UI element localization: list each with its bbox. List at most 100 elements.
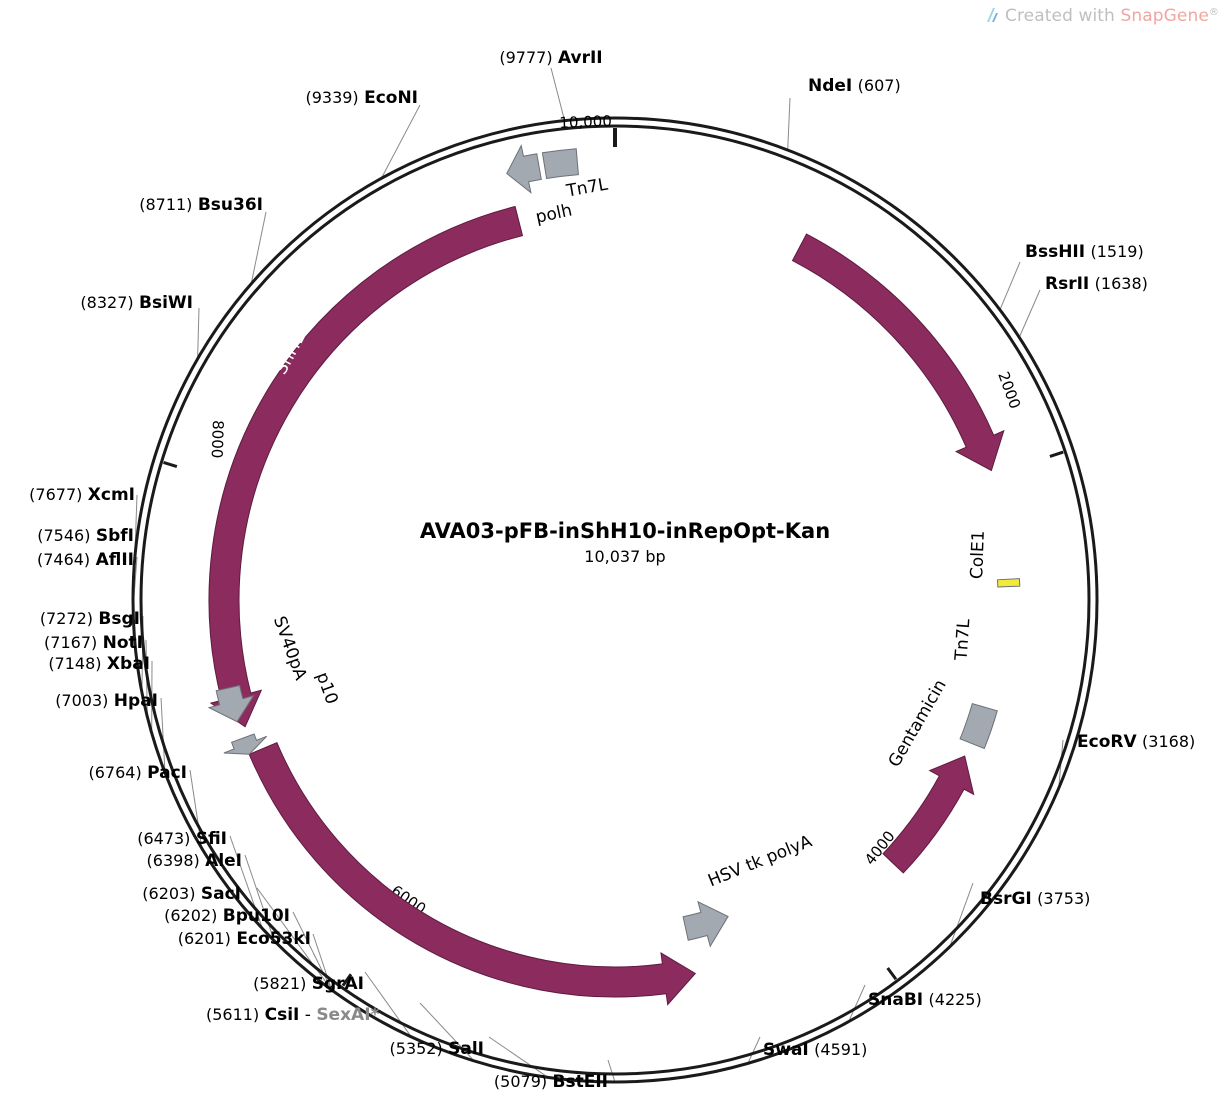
site-name: SfiI [196,829,227,849]
site-position: (4591) [814,1040,867,1059]
site-name: SnaBI [868,990,923,1010]
site-name: SbfI [96,526,134,546]
restriction-site-bsshii: BssHII (1519) [1025,242,1144,262]
site-position: (9339) [305,88,358,107]
site-name: EcoRV [1077,732,1137,752]
site-position: (7167) [44,633,97,652]
site-name: CsiI [265,1005,300,1025]
plasmid-length: 10,037 bp [584,547,665,566]
watermark-prefix: Created with [1004,6,1121,26]
restriction-site-ecorv: EcoRV (3168) [1077,732,1195,752]
site-position: (8711) [139,195,192,214]
feature-p10 [223,733,268,755]
restriction-site-alei: (6398) AleI [147,851,242,871]
site-position: (6201) [178,929,231,948]
feature-label: p10 [312,670,342,707]
feature-label: Tn7L [564,175,610,202]
site-leader [999,261,1021,311]
restriction-site-hpai: (7003) HpaI [55,691,158,711]
feature-shh10-cap [208,205,524,728]
restriction-site-sfii: (6473) SfiI [137,829,227,849]
watermark-brand: SnapGene [1120,6,1209,26]
feature-sv40pa [207,684,255,723]
site-position: (6398) [147,851,200,870]
backbone-inner-ring [139,124,1091,1076]
site-name: Eco53kI [236,929,311,949]
site-leader [197,307,200,360]
site-position: (1519) [1090,242,1143,261]
site-position: (5821) [253,974,306,993]
site-name: RsrII [1045,274,1089,294]
feature-polh [506,144,542,194]
site-leader [364,971,412,1038]
restriction-sites: (9777) AvrII NdeI (607) (9339) EcoNI (8711)… [29,48,1195,1092]
site-name: Bpu10I [223,906,290,926]
tick-mark [886,967,898,981]
watermark-suffix: ® [1208,7,1219,18]
snapgene-watermark: Created with SnapGene® [985,6,1219,26]
feature-cole1 [996,578,1021,588]
site-position: (5611) [206,1005,259,1024]
site-leader [256,887,333,991]
site-secondary-name: SexAI* [316,1005,379,1025]
feature-label: Rep [461,875,498,906]
restriction-site-bsu36i: (8711) Bsu36I [139,195,263,215]
feature-label: Gentamicin [885,676,951,771]
site-leader [250,211,267,284]
feature-label: polh [534,201,574,228]
site-name: XbaI [107,654,150,674]
site-leader [848,984,866,1022]
feature-tn7l [959,702,998,750]
feature-hsv-tk-polya [682,900,729,948]
site-position: (607) [858,76,901,95]
site-name: NdeI [808,76,852,96]
site-leader [747,1036,761,1064]
restriction-site-csii: (5611) CsiI - SexAI* [206,1005,380,1025]
site-position: (9777) [499,48,552,67]
snapgene-logo-icon [986,8,998,22]
restriction-site-eco53ki: (6201) Eco53kI [178,929,311,949]
tick-label: 10,000 [559,112,612,132]
site-position: (7272) [40,609,93,628]
restriction-site-econi: (9339) EcoNI [305,88,418,108]
site-position: (7546) [37,526,90,545]
site-position: (8327) [80,293,133,312]
site-name: SalI [448,1039,484,1059]
site-leader [787,97,791,151]
restriction-site-paci: (6764) PacI [89,763,188,783]
site-name: AleI [205,851,242,871]
feature-tn7l [541,148,579,180]
site-leader [1018,289,1041,338]
site-position: (7464) [37,550,90,569]
site-name: SwaI [763,1040,809,1060]
site-name: Bsu36I [198,195,263,215]
feature-label: SV40pA [269,614,311,684]
site-name: AflII [96,550,134,570]
restriction-site-avrii: (9777) AvrII [499,48,602,68]
restriction-site-sali: (5352) SalI [390,1039,484,1059]
restriction-site-saci: (6203) SacI [142,884,241,904]
site-leader [550,67,566,121]
restriction-site-bsgi: (7272) BsgI [40,609,140,629]
tick-mark [341,973,353,987]
site-leader [160,697,166,773]
site-leader [380,104,421,179]
site-leader [949,882,974,947]
site-leader [189,769,203,849]
restriction-site-sgrai: (5821) SgrAI [253,974,364,994]
backbone-outer-ring [131,116,1099,1084]
restriction-site-sbfi: (7546) SbfI [37,526,134,546]
tick-mark [1049,450,1064,458]
site-name: SacI [201,884,241,904]
site-name: PacI [147,763,187,783]
site-name: EcoNI [364,88,418,108]
site-name: SgrAI [312,974,364,994]
restriction-site-snabi: SnaBI (4225) [868,990,982,1010]
site-name: BsiWI [139,293,193,313]
restriction-site-xbai: (7148) XbaI [48,654,150,674]
restriction-site-bpu10i: (6202) Bpu10I [164,906,290,926]
site-position: (5352) [390,1039,443,1058]
tick-label: 2000 [994,369,1024,411]
site-position: (6473) [137,829,190,848]
